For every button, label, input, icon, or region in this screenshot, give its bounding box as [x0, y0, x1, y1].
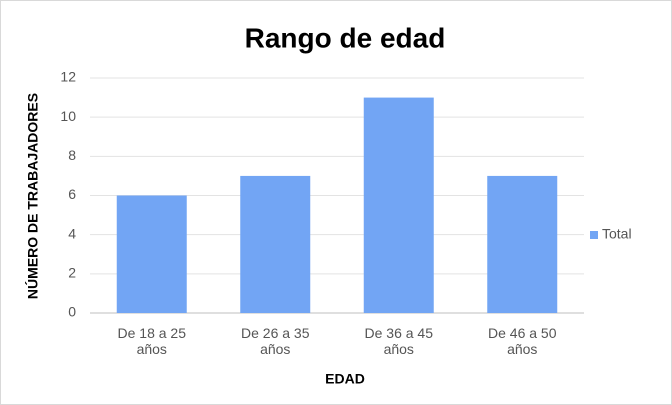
x-axis-title: EDAD: [325, 371, 365, 387]
x-tick-label: De 36 a 45 años: [364, 325, 434, 357]
y-axis-title: NÚMERO DE TRABAJADORES: [24, 93, 41, 299]
y-tick-label: 2: [68, 265, 76, 281]
y-tick-label: 4: [68, 225, 76, 241]
bar: [240, 175, 311, 313]
x-tick-label: De 46 a 50 años: [488, 325, 557, 357]
x-tick-label: De 26 a 35 años: [241, 325, 310, 357]
bar: [116, 195, 187, 313]
y-tick-label: 12: [60, 69, 76, 85]
y-tick-label: 8: [68, 147, 76, 163]
y-tick-label: 10: [60, 108, 76, 124]
y-tick-label: 6: [68, 186, 76, 202]
bar: [363, 97, 434, 313]
chart-title: Rango de edad: [245, 22, 446, 53]
legend-swatch: [590, 231, 598, 239]
legend-label: Total: [602, 226, 632, 242]
bar: [487, 175, 558, 313]
x-tick-label: De 18 a 25 años: [117, 325, 187, 357]
y-tick-label: 0: [68, 304, 76, 320]
